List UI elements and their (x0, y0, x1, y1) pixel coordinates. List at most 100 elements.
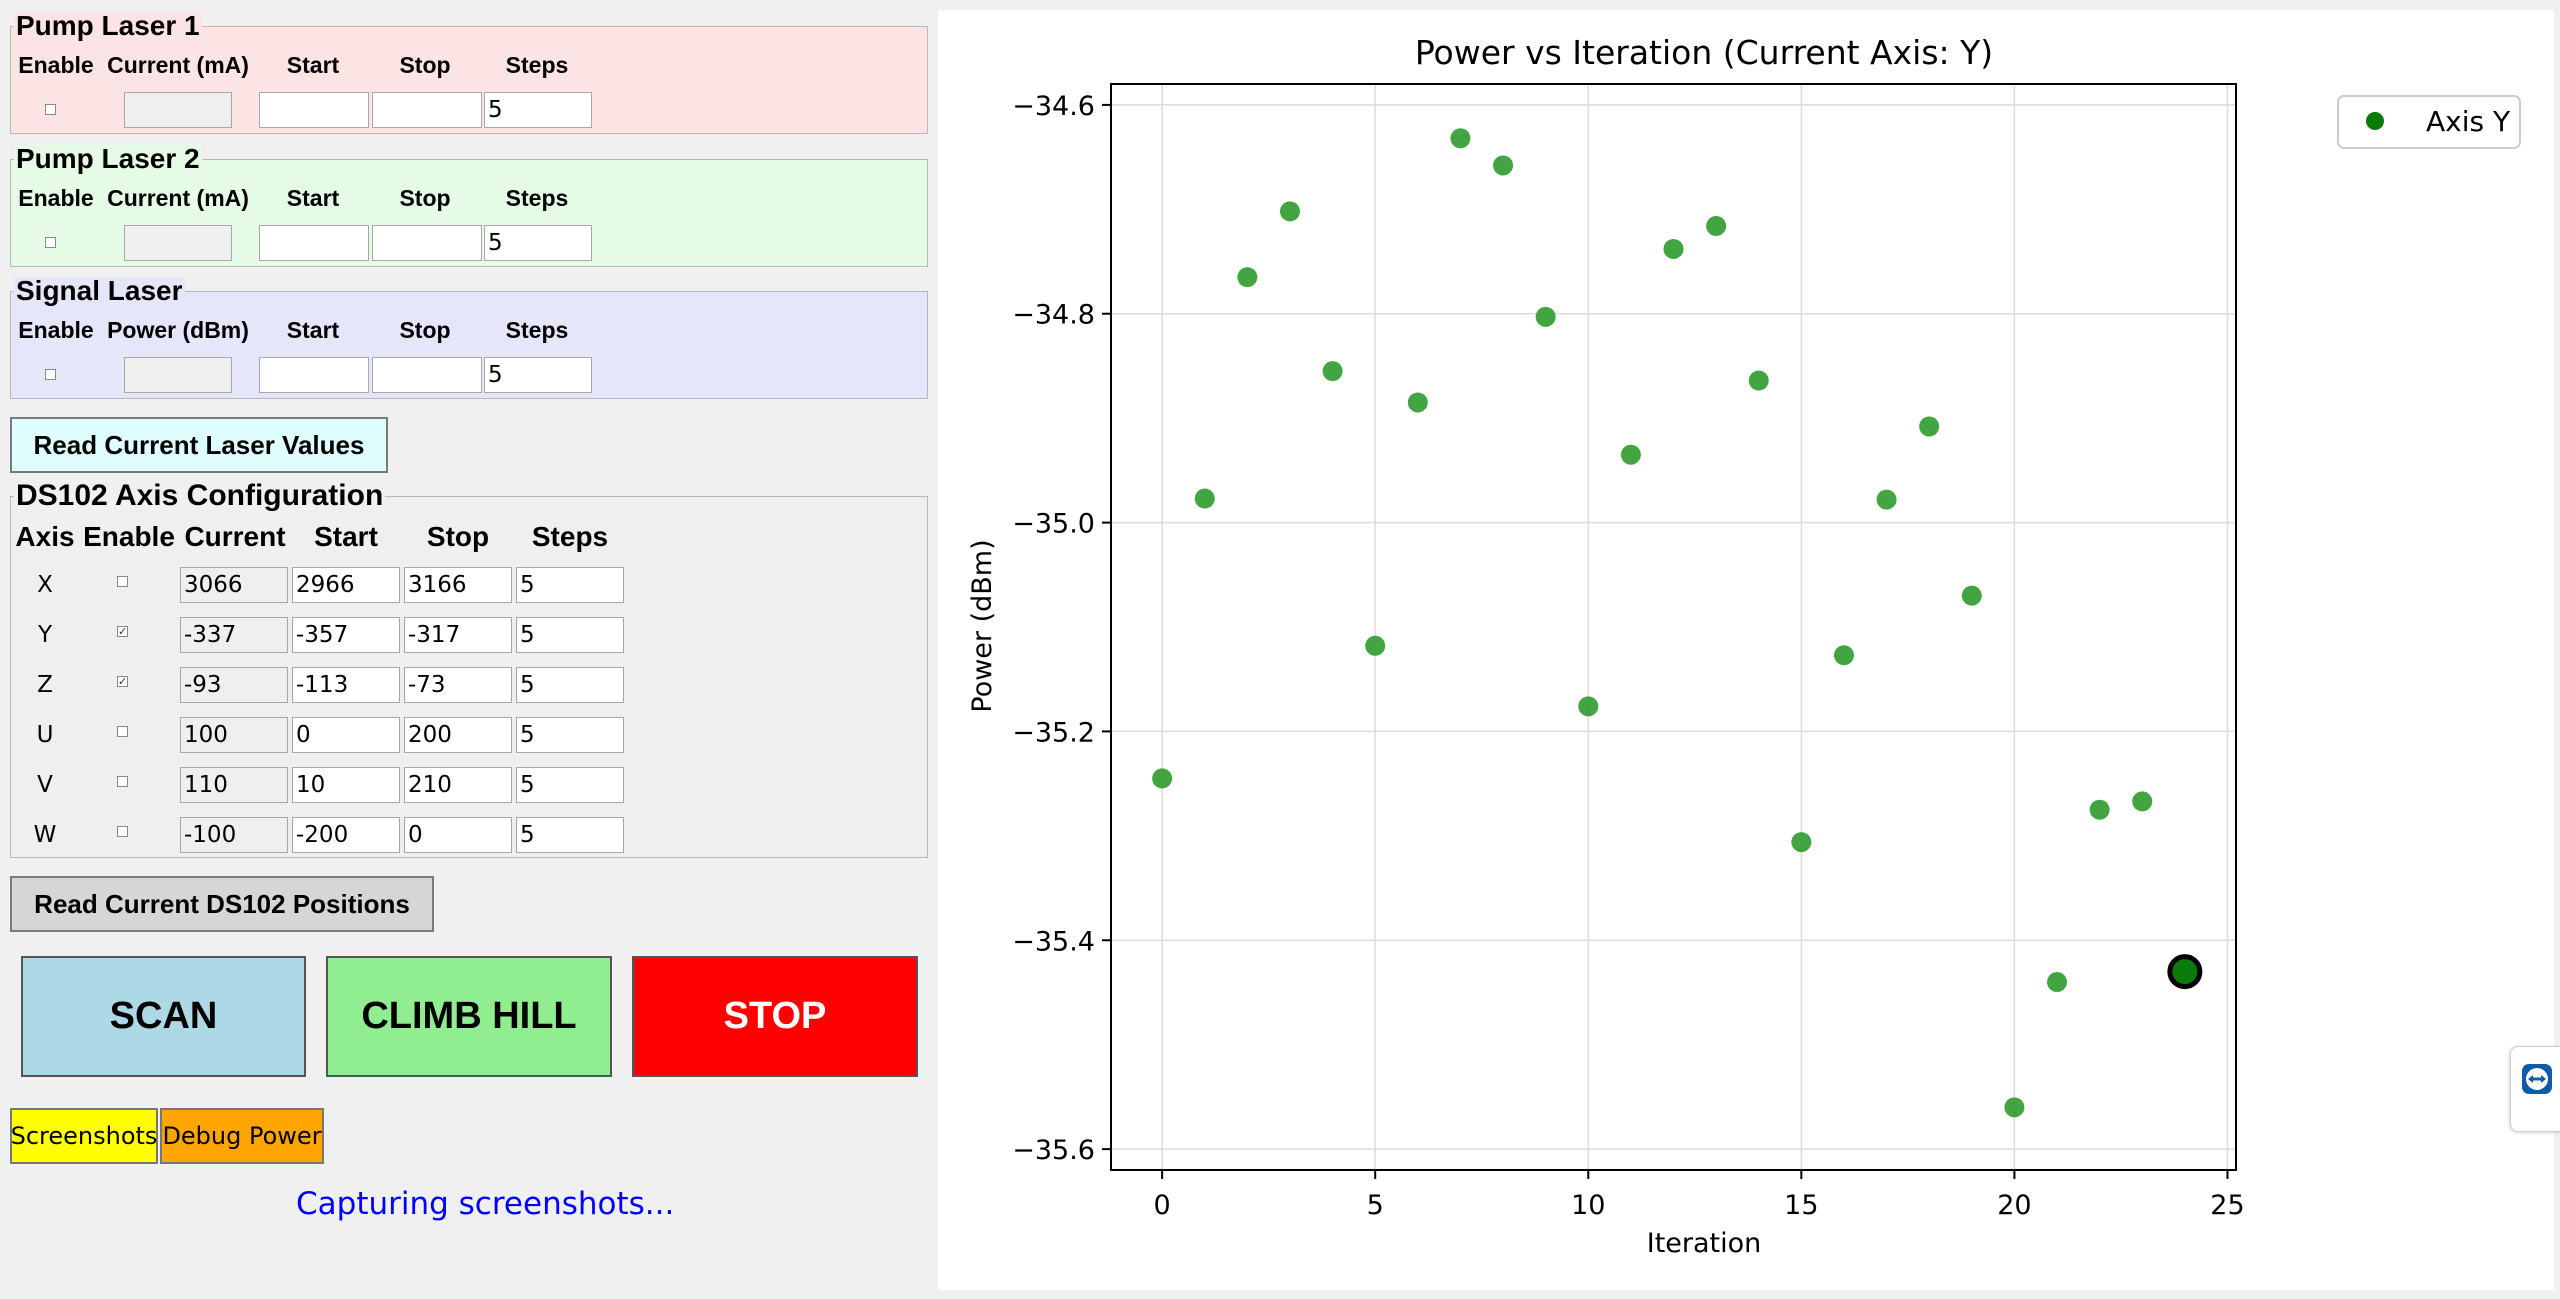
pump-laser-1-header-4: Stop (399, 52, 451, 78)
pump-laser-1-stop-field[interactable] (372, 92, 482, 128)
signal-laser-enable-checkbox[interactable] (45, 369, 56, 380)
ds102-axis-z-steps[interactable]: 5 (516, 667, 624, 703)
data-point-7 (1450, 128, 1471, 149)
pump-laser-1-enable-checkbox[interactable] (45, 104, 56, 115)
x-tick-label-15: 15 (1784, 1190, 1818, 1221)
chart-grid (1111, 84, 2236, 1170)
data-point-11 (1620, 444, 1641, 465)
teamviewer-side-tab[interactable] (2510, 1046, 2560, 1132)
data-point-14 (1748, 370, 1769, 391)
data-point-16 (1833, 645, 1854, 666)
y-axis-label: Power (dBm) (967, 539, 998, 712)
ds102-axis-x-current: 3066 (180, 567, 288, 603)
data-point-10 (1578, 696, 1599, 717)
signal-laser-stop-field[interactable] (372, 357, 482, 393)
read-ds102-positions-button[interactable]: Read Current DS102 Positions (10, 876, 434, 932)
data-point-5 (1365, 635, 1386, 656)
ds102-axis-u-current: 100 (180, 717, 288, 753)
ds102-axis-w-start[interactable]: -200 (292, 817, 400, 853)
y-axis-ticks: −34.6 −34.8 −35.0 −35.2 −35.4 −35.6 (1012, 91, 1111, 1166)
chart-container: Power vs Iteration (Current Axis: Y) 0 5 1… (938, 10, 2554, 1290)
pump-laser-2-start-field[interactable] (259, 225, 369, 261)
pump-laser-2-enable-checkbox[interactable] (45, 237, 56, 248)
stop-button[interactable]: STOP (632, 956, 918, 1077)
data-point-0 (1152, 768, 1173, 789)
ds102-axis-z-current: -93 (180, 667, 288, 703)
ds102-axis-z-label: Z (37, 672, 53, 698)
data-point-9 (1535, 306, 1556, 327)
data-point-1 (1194, 488, 1215, 509)
ds102-axis-u-stop[interactable]: 200 (404, 717, 512, 753)
read-laser-values-button[interactable]: Read Current Laser Values (10, 417, 388, 473)
x-tick-label-0: 0 (1154, 1190, 1171, 1221)
ds102-axis-u-start[interactable]: 0 (292, 717, 400, 753)
ds102-axis-x-start[interactable]: 2966 (292, 567, 400, 603)
ds102-axis-y-stop[interactable]: -317 (404, 617, 512, 653)
pump-laser-1-header-1: Enable (18, 52, 94, 78)
status-text: Capturing screenshots... (296, 1186, 675, 1222)
ds102-header-1: Axis (15, 521, 75, 552)
ds102-axis-u-steps[interactable]: 5 (516, 717, 624, 753)
ds102-axis-y-start[interactable]: -357 (292, 617, 400, 653)
ds102-axis-x-stop[interactable]: 3166 (404, 567, 512, 603)
pump-laser-1-start-field[interactable] (259, 92, 369, 128)
pump-laser-2-steps-field[interactable]: 5 (484, 225, 592, 261)
pump-laser-2-current-field (124, 225, 232, 261)
ds102-axis-y-enable-checkbox[interactable]: ✓ (117, 625, 128, 638)
ds102-axis-y-steps[interactable]: 5 (516, 617, 624, 653)
debug-power-button[interactable]: Debug Power (160, 1108, 324, 1164)
x-tick-label-25: 25 (2210, 1190, 2244, 1221)
ds102-header-4: Start (314, 521, 378, 552)
current-position-point (2167, 954, 2203, 990)
data-point-13 (1706, 216, 1727, 237)
data-point-22 (2089, 799, 2110, 820)
pump-laser-2-header-3: Start (286, 185, 340, 211)
ds102-axis-v-steps[interactable]: 5 (516, 767, 624, 803)
signal-laser-start-field[interactable] (259, 357, 369, 393)
climb-hill-button[interactable]: CLIMB HILL (326, 956, 612, 1077)
ds102-axis-z-stop[interactable]: -73 (404, 667, 512, 703)
pump-laser-1-header-5: Steps (505, 52, 569, 78)
ds102-axis-x-enable-checkbox[interactable] (117, 576, 128, 587)
legend-frame (2337, 95, 2521, 149)
legend-label: Axis Y (2426, 105, 2511, 138)
ds102-axis-x-steps[interactable]: 5 (516, 567, 624, 603)
data-point-17 (1876, 489, 1897, 510)
ds102-header-6: Steps (531, 521, 609, 552)
pump-laser-1-header-3: Start (286, 52, 340, 78)
signal-laser-header-5: Steps (505, 317, 569, 343)
data-point-19 (1961, 585, 1982, 606)
ds102-axis-z-enable-checkbox[interactable]: ✓ (117, 675, 128, 688)
ds102-axis-y-current: -337 (180, 617, 288, 653)
ds102-axis-u-enable-checkbox[interactable] (117, 726, 128, 737)
pump-laser-1-steps-field[interactable]: 5 (484, 92, 592, 128)
y-tick-label-2: −35.0 (1012, 509, 1095, 540)
ds102-axis-v-start[interactable]: 10 (292, 767, 400, 803)
scan-button[interactable]: SCAN (21, 956, 306, 1077)
ds102-header-3: Current (184, 521, 286, 552)
plot-frame (1110, 83, 2237, 1171)
pump-laser-2-stop-field[interactable] (372, 225, 482, 261)
data-point-15 (1791, 832, 1812, 853)
ds102-axis-u-label: U (36, 722, 54, 748)
chart-title: Power vs Iteration (Current Axis: Y) (1415, 33, 1993, 72)
ds102-axis-v-stop[interactable]: 210 (404, 767, 512, 803)
ds102-axis-x-label: X (37, 572, 53, 598)
pump-laser-1-current-field (124, 92, 232, 128)
data-point-12 (1663, 238, 1684, 259)
y-tick-label-4: −35.4 (1012, 926, 1095, 957)
ds102-axis-v-enable-checkbox[interactable] (117, 776, 128, 787)
pump-laser-1-header-2: Current (mA) (107, 52, 249, 78)
signal-laser-steps-field[interactable]: 5 (484, 357, 592, 393)
y-tick-label-3: −35.2 (1012, 717, 1095, 748)
chart-legend: Axis Y (2337, 95, 2521, 149)
ds102-axis-z-start[interactable]: -113 (292, 667, 400, 703)
x-tick-label-10: 10 (1571, 1190, 1605, 1221)
ds102-header-2: Enable (83, 521, 175, 552)
data-point-4 (1322, 361, 1343, 382)
screenshots-button[interactable]: Screenshots (10, 1108, 158, 1164)
x-tick-label-5: 5 (1367, 1190, 1384, 1221)
ds102-axis-w-enable-checkbox[interactable] (117, 826, 128, 837)
ds102-axis-w-stop[interactable]: 0 (404, 817, 512, 853)
ds102-axis-w-steps[interactable]: 5 (516, 817, 624, 853)
